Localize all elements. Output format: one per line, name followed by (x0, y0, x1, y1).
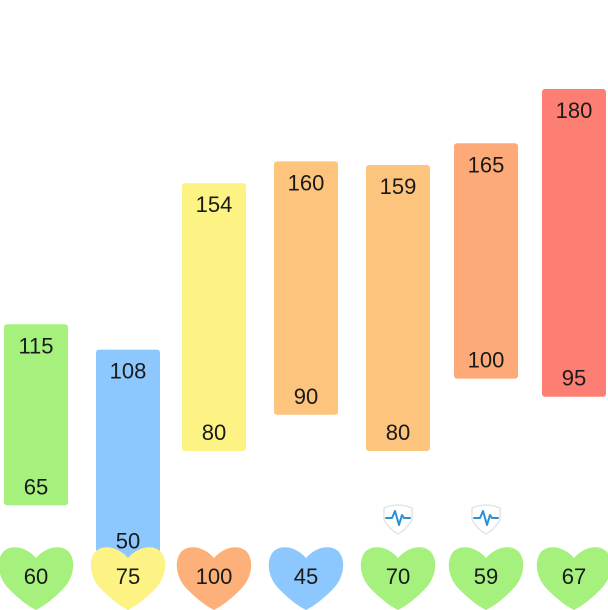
diastolic-label: 90 (294, 384, 318, 409)
heart-rate-6: 59 (448, 504, 524, 610)
bp-bar-rect (366, 165, 430, 451)
heart-rate-4: 45 (268, 547, 344, 610)
diastolic-label: 100 (468, 348, 505, 373)
heart-icon (360, 547, 436, 610)
heart-rate-label: 60 (24, 564, 48, 589)
heart-icon (268, 547, 344, 610)
systolic-label: 108 (110, 359, 147, 384)
heart-rate-1: 60 (0, 547, 74, 610)
diastolic-label: 80 (386, 420, 410, 445)
heart-rate-group: 60 75 100 45 70 59 67 (0, 504, 608, 610)
heart-rate-label: 100 (196, 564, 233, 589)
heart-rate-label: 59 (474, 564, 498, 589)
bp-bar-2: 108 50 (96, 349, 160, 560)
diastolic-label: 80 (202, 420, 226, 445)
diastolic-label: 65 (24, 474, 48, 499)
heart-rate-label: 70 (386, 564, 410, 589)
heart-rate-label: 45 (294, 564, 318, 589)
heart-rate-5: 70 (360, 504, 436, 610)
bp-bar-1: 115 65 (4, 324, 68, 506)
systolic-label: 115 (18, 333, 53, 358)
systolic-label: 165 (468, 152, 505, 177)
bp-bar-3: 154 80 (182, 183, 246, 451)
diastolic-label: 95 (562, 366, 586, 391)
bp-bar-4: 160 90 (274, 161, 338, 415)
heart-icon (90, 547, 166, 610)
heart-rate-label: 67 (562, 564, 586, 589)
pulse-line (385, 510, 411, 526)
heart-icon (448, 547, 524, 610)
bp-bar-rect (96, 349, 160, 560)
heart-rate-3: 100 (176, 547, 252, 610)
diastolic-label: 50 (116, 529, 140, 554)
heart-icon (536, 547, 608, 610)
bp-bar-rect (542, 89, 606, 397)
systolic-label: 180 (556, 98, 593, 123)
systolic-label: 159 (380, 174, 417, 199)
bp-bar-rect (4, 324, 68, 506)
systolic-label: 160 (288, 170, 325, 195)
heart-icon (0, 547, 74, 610)
heart-rate-2: 75 (90, 547, 166, 610)
bp-bar-5: 159 80 (366, 165, 430, 451)
pulse-line (473, 510, 499, 526)
heart-icon (176, 547, 252, 610)
pulse-shield-icon (471, 504, 501, 535)
pulse-shield-icon (383, 504, 413, 535)
bp-bar-rect (182, 183, 246, 451)
bp-bar-7: 180 95 (542, 89, 606, 397)
systolic-label: 154 (196, 192, 233, 217)
bp-bar-rect (454, 143, 518, 379)
heart-rate-7: 67 (536, 547, 608, 610)
bp-bar-6: 165 100 (454, 143, 518, 379)
bp-bar-rect (274, 161, 338, 415)
bp-bars-group: 115 65 108 50 154 80 160 90 159 80 165 100 180 95 (4, 89, 606, 560)
heart-rate-label: 75 (116, 564, 140, 589)
